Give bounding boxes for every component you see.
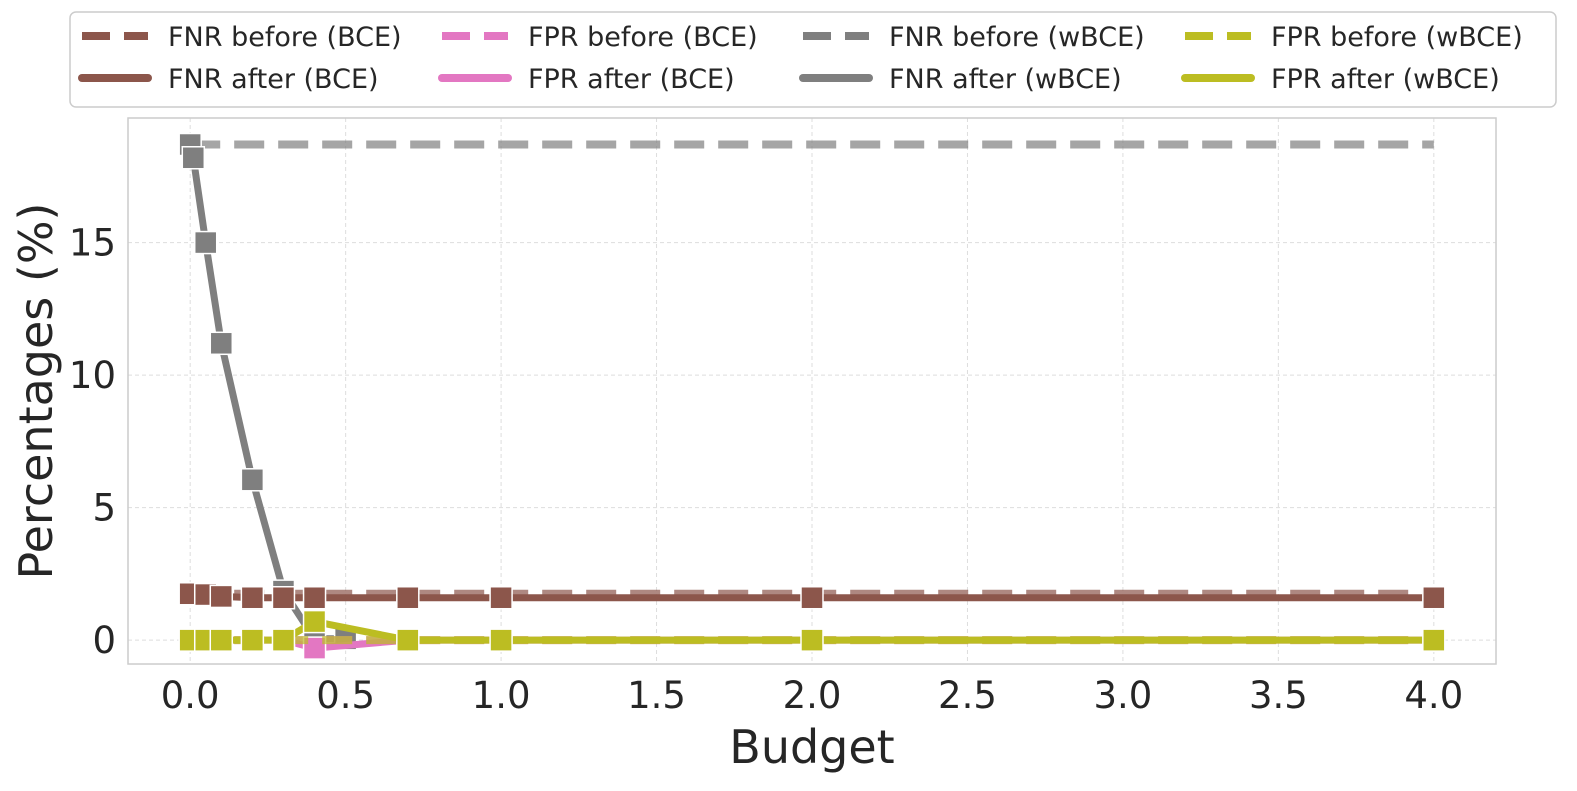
x-tick-label: 3.5 — [1249, 674, 1308, 717]
x-axis-title: Budget — [729, 720, 894, 774]
data-point — [193, 230, 218, 255]
x-tick-label: 2.0 — [783, 674, 842, 717]
data-point — [1422, 585, 1446, 610]
data-point — [209, 584, 234, 609]
y-axis-title: Percentages (%) — [9, 203, 63, 580]
legend-label: FNR before (BCE) — [168, 22, 402, 53]
data-point — [302, 585, 327, 610]
series-7 — [178, 609, 1446, 652]
legend-label: FNR after (BCE) — [168, 64, 379, 95]
legend-label: FPR after (wBCE) — [1271, 64, 1500, 95]
data-point — [489, 628, 513, 652]
data-point — [489, 585, 513, 610]
x-tick-label: 0.5 — [316, 674, 375, 717]
x-tick-label: 4.0 — [1404, 674, 1463, 717]
legend-label: FPR after (BCE) — [528, 64, 735, 95]
x-tick-label: 1.5 — [627, 674, 686, 717]
series-layer — [178, 132, 1446, 660]
data-point — [271, 628, 296, 652]
legend-item: FPR after (BCE) — [438, 64, 735, 95]
data-point — [181, 146, 206, 170]
data-point — [209, 628, 234, 652]
y-tick-label: 0 — [92, 619, 116, 662]
legend-item: FPR before (BCE) — [442, 22, 758, 53]
legend-item: FPR before (wBCE) — [1185, 22, 1523, 53]
x-axis-ticks: 0.0 0.5 1.0 1.5 2.0 2.5 3.0 3.5 4.0 — [161, 674, 1463, 717]
x-tick-label: 3.0 — [1093, 674, 1152, 717]
legend-item: FNR after (BCE) — [78, 64, 379, 95]
legend-label: FPR before (wBCE) — [1271, 22, 1523, 53]
y-tick-label: 10 — [69, 354, 116, 397]
data-point — [302, 609, 327, 634]
data-point — [240, 468, 265, 492]
x-tick-label: 2.5 — [938, 674, 997, 717]
data-point — [800, 585, 824, 610]
legend-item: FNR before (wBCE) — [803, 22, 1145, 53]
legend-item: FPR after (wBCE) — [1181, 64, 1500, 95]
legend-label: FNR after (wBCE) — [889, 64, 1122, 95]
x-tick-label: 0.0 — [161, 674, 220, 717]
data-point — [302, 636, 327, 660]
data-point — [271, 585, 296, 610]
legend-item: FNR before (BCE) — [82, 22, 402, 53]
data-point — [240, 628, 265, 652]
data-point — [209, 331, 234, 356]
data-point — [800, 628, 824, 652]
data-point — [396, 585, 420, 610]
y-tick-label: 5 — [92, 487, 116, 530]
legend-label: FNR before (wBCE) — [889, 22, 1145, 53]
legend-item: FNR after (wBCE) — [799, 64, 1122, 95]
legend: FNR before (BCE) FPR before (BCE) FNR befo… — [69, 11, 1557, 108]
y-axis-ticks: 0 5 10 15 — [69, 222, 116, 663]
legend-label: FPR before (BCE) — [528, 22, 758, 53]
series-1 — [178, 582, 1446, 610]
plot-area — [127, 117, 1497, 665]
data-point — [1422, 628, 1446, 652]
legend-frame — [69, 11, 1557, 108]
plot-frame — [127, 117, 1497, 665]
x-tick-label: 1.0 — [472, 674, 531, 717]
grid — [128, 118, 1496, 664]
data-point — [396, 628, 420, 652]
y-tick-label: 15 — [69, 222, 116, 265]
data-point — [240, 585, 265, 610]
